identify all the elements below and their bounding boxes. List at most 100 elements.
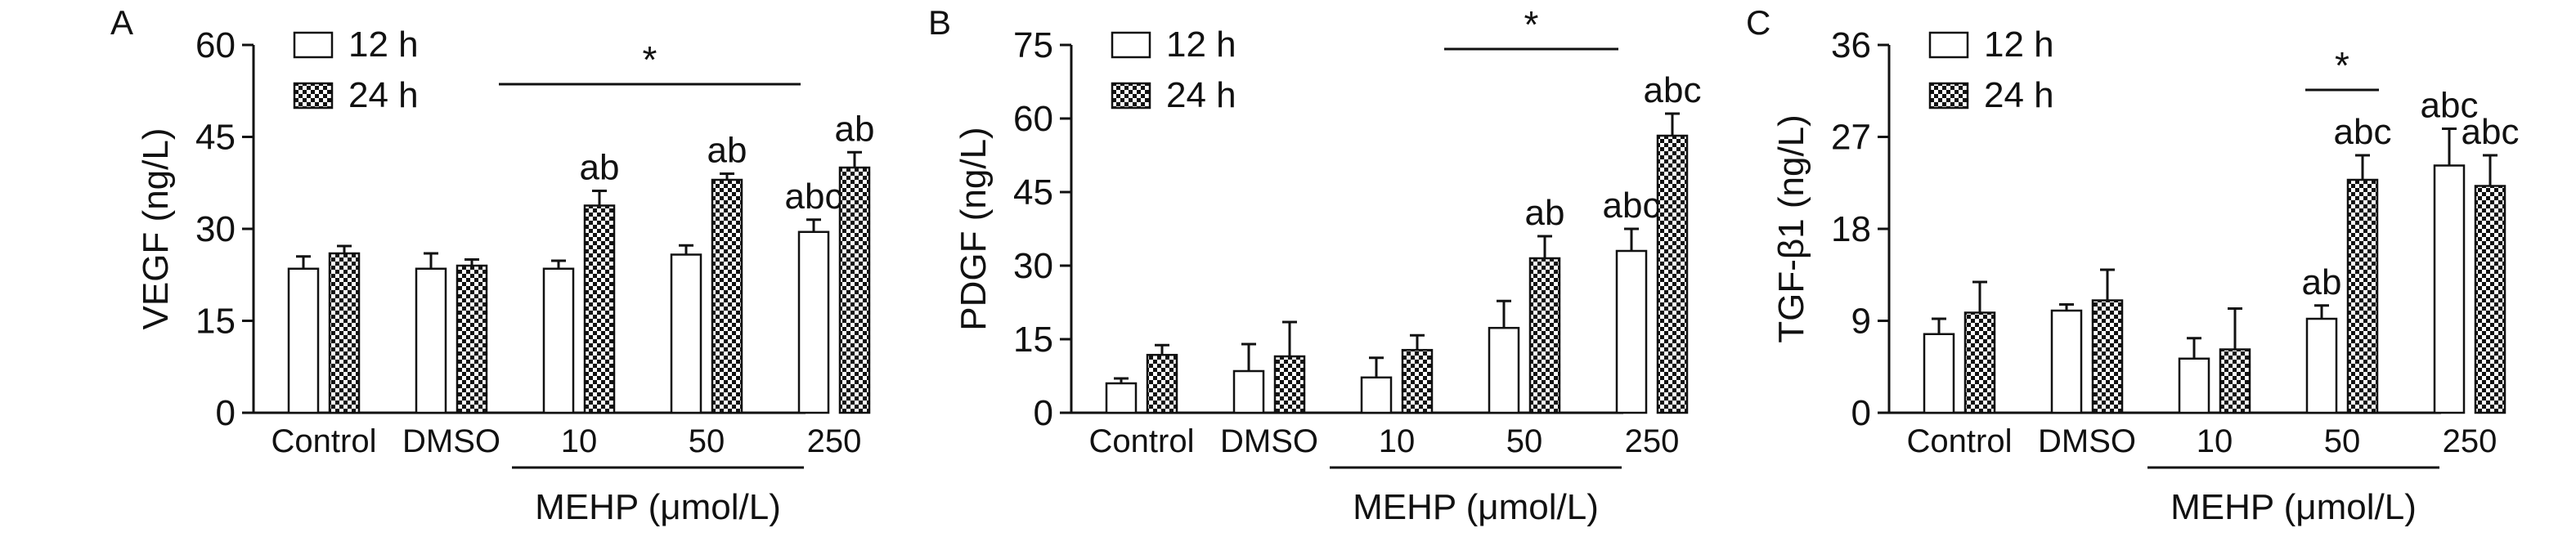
- legend-swatch-12h: [1111, 31, 1151, 59]
- legend-swatch-24h: [1111, 82, 1151, 110]
- bar-12h: [1360, 376, 1393, 414]
- bar-24h: [1146, 353, 1178, 414]
- bar-24h: [2474, 185, 2506, 414]
- x-tick-label: 10: [2197, 423, 2233, 459]
- bar-24h: [328, 252, 361, 414]
- y-tick-label: 30: [195, 209, 236, 249]
- significance-label: ab: [707, 131, 747, 171]
- legend-label: 12 h: [1166, 25, 1236, 65]
- legend-swatch-12h: [293, 31, 334, 59]
- y-tick-label: 75: [1013, 25, 1053, 65]
- bar-12h: [1615, 249, 1648, 414]
- panel-letter: B: [928, 3, 951, 42]
- y-axis-title: PDGF (ng/L): [954, 127, 994, 330]
- bar-24h: [1963, 311, 1996, 414]
- y-tick-label: 60: [195, 25, 236, 65]
- bar-12h: [670, 253, 702, 414]
- x-tick-label: DMSO: [402, 423, 500, 459]
- legend-label: 12 h: [1984, 25, 2054, 65]
- significance-star: *: [2335, 44, 2349, 87]
- legend-swatch-12h: [1928, 31, 1969, 59]
- bar-12h: [2050, 309, 2083, 414]
- bar-24h: [2091, 299, 2124, 414]
- bar-12h: [1232, 369, 1265, 414]
- x-tick-label: 50: [2324, 423, 2361, 459]
- chart-panel-b: B 0 15 30 45 60 75 PDGF (ng/L) Control DMSO 10 ab 50…: [928, 3, 1701, 527]
- bar-12h: [2178, 357, 2210, 414]
- bar-24h: [1656, 134, 1689, 414]
- x-tick-label: 250: [2443, 423, 2497, 459]
- y-tick-label: 45: [195, 118, 236, 158]
- panel-letter: C: [1746, 3, 1770, 42]
- bar-24h: [583, 204, 616, 414]
- significance-star: *: [643, 38, 657, 81]
- y-tick-label: 45: [1013, 172, 1053, 213]
- significance-label: abc: [2462, 112, 2520, 152]
- x-tick-label: 250: [807, 423, 862, 459]
- y-tick-label: 36: [1831, 25, 1871, 65]
- y-tick-label: 27: [1831, 118, 1871, 158]
- x-tick-label: Control: [272, 423, 377, 459]
- x-tick-label: 250: [1625, 423, 1680, 459]
- significance-label: ab: [580, 148, 620, 188]
- y-tick-label: 0: [216, 393, 236, 433]
- chart-panel-a: A 0 15 30 45 60 VEGF (ng/L) Control DMSO ab 10 ab 50…: [110, 3, 874, 527]
- bar-12h: [797, 230, 830, 414]
- bar-24h: [456, 264, 488, 414]
- significance-label: ab: [2302, 262, 2342, 302]
- bar-24h: [838, 166, 871, 414]
- y-tick-label: 18: [1831, 209, 1871, 249]
- x-tick-label: Control: [1907, 423, 2013, 459]
- significance-label: abc: [1603, 186, 1661, 226]
- y-tick-label: 60: [1013, 99, 1053, 139]
- legend-swatch-24h: [1928, 82, 1969, 110]
- x-tick-label: DMSO: [1220, 423, 1318, 459]
- bar-24h: [1528, 257, 1561, 414]
- significance-label: abc: [1644, 70, 1702, 110]
- x-tick-label: 10: [1379, 423, 1416, 459]
- y-tick-label: 9: [1851, 302, 1871, 342]
- bar-12h: [2433, 164, 2466, 414]
- y-tick-label: 15: [195, 302, 236, 342]
- legend-label: 24 h: [1984, 75, 2054, 115]
- significance-label: ab: [835, 109, 875, 149]
- bar-12h: [1105, 382, 1138, 414]
- legend-label: 24 h: [1166, 75, 1236, 115]
- legend-swatch-24h: [293, 82, 334, 110]
- bar-12h: [542, 267, 575, 414]
- bar-12h: [287, 267, 320, 414]
- y-tick-label: 0: [1851, 393, 1871, 433]
- y-axis-title: VEGF (ng/L): [136, 128, 176, 330]
- panel-letter: A: [110, 3, 133, 42]
- significance-label: abc: [2334, 112, 2392, 152]
- x-tick-label: Control: [1089, 423, 1195, 459]
- y-tick-label: 0: [1034, 393, 1053, 433]
- x-tick-label: 50: [689, 423, 725, 459]
- bar-12h: [415, 267, 447, 414]
- bar-24h: [711, 178, 743, 414]
- bar-12h: [1488, 326, 1520, 414]
- group-label: MEHP (μmol/L): [1353, 487, 1599, 527]
- bar-24h: [1273, 355, 1306, 414]
- x-tick-label: 50: [1506, 423, 1543, 459]
- significance-label: ab: [1525, 193, 1565, 233]
- legend-label: 12 h: [348, 25, 419, 65]
- significance-label: abc: [785, 177, 843, 217]
- group-label: MEHP (μmol/L): [2170, 487, 2417, 527]
- significance-star: *: [1524, 3, 1539, 46]
- y-tick-label: 15: [1013, 320, 1053, 360]
- y-tick-label: 30: [1013, 246, 1053, 286]
- bar-24h: [2346, 178, 2379, 414]
- chart-panel-c: C 0 9 18 27 36 TGF-β1 (ng/L) Control DMSO 10 ab abc…: [1746, 3, 2519, 527]
- y-axis-title: TGF-β1 (ng/L): [1771, 114, 1811, 343]
- legend-label: 24 h: [348, 75, 419, 115]
- x-tick-label: 10: [561, 423, 598, 459]
- bar-24h: [1401, 348, 1434, 414]
- bar-12h: [1923, 333, 1955, 414]
- bar-24h: [2219, 348, 2251, 414]
- bar-12h: [2305, 317, 2338, 414]
- significance-label: abc: [2421, 86, 2479, 126]
- group-label: MEHP (μmol/L): [535, 487, 781, 527]
- x-tick-label: DMSO: [2038, 423, 2136, 459]
